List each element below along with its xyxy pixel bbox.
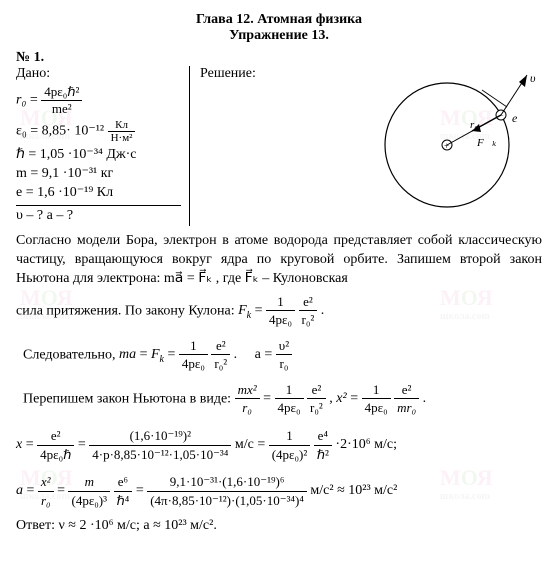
p4a: Перепишем закон Ньютона в виде: xyxy=(23,391,235,406)
orbit-diagram: + − e r₀ F⃗ₖ υ⃗ xyxy=(352,60,542,230)
given-label: Дано: xyxy=(16,66,181,82)
eps0-ud: Н·м² xyxy=(108,132,136,144)
svg-text:υ⃗: υ⃗ xyxy=(530,71,542,85)
p1eq: ma⃗ = F⃗ₖ , где F⃗ₖ – Кулоновская xyxy=(164,271,348,286)
hbar: ℏ = 1,05 ·10⁻³⁴ Дж·с xyxy=(16,146,181,163)
p2a: сила притяжения. По закону Кулона: xyxy=(16,303,238,318)
answer: Ответ: ν ≈ 2 ·10⁶ м/с; a ≈ 10²³ м/с². xyxy=(16,517,542,536)
body-text: Согласно модели Бора, электрон в атоме в… xyxy=(16,232,542,536)
r0-den: me² xyxy=(41,101,82,117)
find: υ – ? a – ? xyxy=(16,208,181,224)
chapter-title: Глава 12. Атомная физика xyxy=(16,12,542,28)
eps0-un: Кл xyxy=(108,119,136,132)
mass: m = 9,1 ·10⁻³¹ кг xyxy=(16,165,181,182)
eps0: ε₀ = 8,85· 10⁻¹² xyxy=(16,124,104,139)
given-block: Дано: r₀ = 4pε₀ℏ²me² ε₀ = 8,85· 10⁻¹² Кл… xyxy=(16,66,190,226)
p3a: Следовательно, xyxy=(23,347,119,362)
charge: e = 1,6 ·10⁻¹⁹ Кл xyxy=(16,184,181,201)
svg-text:+: + xyxy=(444,141,449,151)
svg-text:e: e xyxy=(512,111,518,125)
r0-num: 4pε₀ℏ² xyxy=(41,84,82,101)
exercise-title: Упражнение 13. xyxy=(16,28,542,44)
svg-text:F⃗ₖ: F⃗ₖ xyxy=(476,137,496,149)
